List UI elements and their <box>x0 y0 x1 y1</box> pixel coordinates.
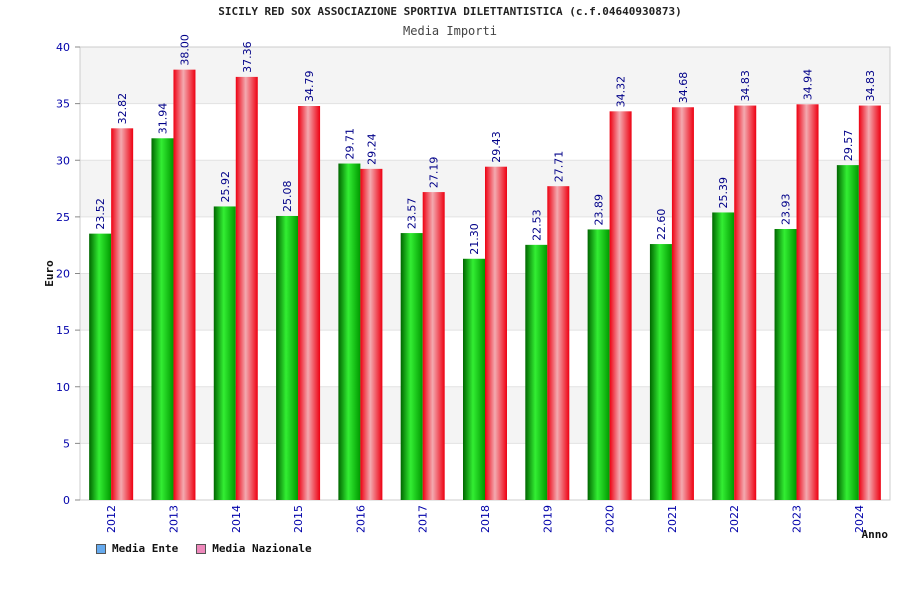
data-label-media-ente-2015: 25.08 <box>281 180 294 212</box>
x-tick-label-2012: 2012 <box>105 505 118 533</box>
data-label-media-ente-2014: 25.92 <box>219 171 232 203</box>
bar-media-ente-2016 <box>338 163 361 501</box>
data-label-media-nazionale-2019: 27.71 <box>552 151 565 183</box>
bar-media-nazionale-2017 <box>422 192 445 501</box>
x-tick-label-2017: 2017 <box>417 505 430 533</box>
bar-media-ente-2014 <box>213 206 236 500</box>
y-tick-label: 10 <box>56 381 70 394</box>
bar-media-nazionale-2022 <box>734 105 757 501</box>
y-tick-label: 5 <box>63 437 70 450</box>
grid-band <box>80 47 890 104</box>
x-tick-label-2022: 2022 <box>728 505 741 533</box>
data-label-media-nazionale-2012: 32.82 <box>116 93 129 124</box>
x-tick-label-2015: 2015 <box>292 505 305 533</box>
x-tick-label-2014: 2014 <box>230 505 243 533</box>
plot-area: 0 5 10 15 20 25 30 35 40 Euro Anno 23.52 32.82 2012 31… <box>43 34 891 541</box>
x-axis-title: Anno <box>862 528 889 541</box>
legend-label-media-ente: Media Ente <box>112 542 179 555</box>
bar-media-ente-2022 <box>712 212 735 500</box>
legend: Media Ente Media Nazionale <box>96 542 312 555</box>
bar-media-nazionale-2023 <box>796 104 819 500</box>
y-tick-label: 30 <box>56 154 70 167</box>
data-label-media-nazionale-2021: 34.68 <box>677 72 690 104</box>
x-tick-label-2021: 2021 <box>666 505 679 533</box>
y-tick-label: 0 <box>63 494 70 507</box>
x-tick-label-2018: 2018 <box>479 505 492 533</box>
bar-media-ente-2017 <box>400 233 423 500</box>
y-tick-label: 15 <box>56 324 70 337</box>
x-tick-label-2020: 2020 <box>604 505 617 533</box>
data-label-media-nazionale-2015: 34.79 <box>303 71 316 103</box>
chart-title: SICILY RED SOX ASSOCIAZIONE SPORTIVA DIL… <box>218 5 682 18</box>
data-label-media-ente-2021: 22.60 <box>655 209 668 241</box>
y-axis-title: Euro <box>43 260 56 287</box>
chart-subtitle: Media Importi <box>403 24 497 38</box>
data-label-media-ente-2020: 23.89 <box>593 194 606 226</box>
data-label-media-nazionale-2020: 34.32 <box>615 76 628 108</box>
data-label-media-nazionale-2016: 29.24 <box>365 133 378 165</box>
bar-media-nazionale-2018 <box>485 166 507 500</box>
data-label-media-nazionale-2013: 38.00 <box>178 34 191 66</box>
x-tick-label-2016: 2016 <box>354 505 367 533</box>
data-label-media-ente-2019: 22.53 <box>530 209 543 241</box>
bar-media-ente-2015 <box>276 215 299 500</box>
data-label-media-nazionale-2014: 37.36 <box>241 41 254 73</box>
y-tick-label: 25 <box>56 211 70 224</box>
y-tick-label: 35 <box>56 98 70 111</box>
bar-media-ente-2024 <box>836 165 859 500</box>
bar-media-ente-2023 <box>774 228 797 501</box>
bar-media-nazionale-2013 <box>173 69 196 501</box>
bar-media-nazionale-2015 <box>298 106 321 501</box>
legend-item-media-nazionale: Media Nazionale <box>196 542 312 555</box>
bar-media-ente-2020 <box>587 229 610 501</box>
data-label-media-ente-2022: 25.39 <box>717 177 730 209</box>
data-label-media-ente-2023: 23.93 <box>780 193 793 225</box>
data-label-media-ente-2012: 23.52 <box>94 198 107 229</box>
bar-media-ente-2018 <box>463 258 485 500</box>
legend-label-media-nazionale: Media Nazionale <box>212 542 312 555</box>
bar-media-nazionale-2012 <box>111 128 134 500</box>
x-tick-label-2019: 2019 <box>541 505 554 533</box>
data-label-media-ente-2013: 31.94 <box>156 103 169 135</box>
bar-media-ente-2012 <box>89 233 112 501</box>
grid-band <box>80 103 890 161</box>
bar-media-nazionale-2019 <box>547 186 570 500</box>
y-tick-label: 20 <box>56 268 70 281</box>
bar-media-nazionale-2021 <box>671 107 694 501</box>
legend-swatch-media-ente <box>96 543 106 554</box>
bar-media-nazionale-2016 <box>360 168 383 500</box>
legend-swatch-media-nazionale <box>196 543 207 554</box>
bar-media-nazionale-2024 <box>858 105 881 501</box>
x-tick-label-2023: 2023 <box>791 505 804 533</box>
data-label-media-nazionale-2022: 34.83 <box>739 70 752 102</box>
data-label-media-nazionale-2024: 34.83 <box>864 70 877 102</box>
bar-media-ente-2019 <box>525 244 548 500</box>
data-label-media-ente-2018: 21.30 <box>468 223 481 255</box>
data-label-media-ente-2024: 29.57 <box>842 130 855 162</box>
x-tick-label-2024: 2024 <box>853 505 866 533</box>
data-label-media-nazionale-2017: 27.19 <box>428 157 441 189</box>
bar-media-nazionale-2020 <box>609 111 632 501</box>
bar-media-ente-2021 <box>649 244 672 500</box>
x-tick-label-2013: 2013 <box>167 505 180 533</box>
data-label-media-ente-2016: 29.71 <box>343 128 356 160</box>
y-tick-label: 40 <box>56 41 70 54</box>
data-label-media-nazionale-2018: 29.43 <box>490 131 503 163</box>
data-label-media-ente-2017: 23.57 <box>406 198 419 230</box>
legend-item-media-ente: Media Ente <box>96 542 178 555</box>
data-label-media-nazionale-2023: 34.94 <box>802 69 815 101</box>
bar-media-nazionale-2014 <box>235 76 258 500</box>
bar-media-ente-2013 <box>151 138 174 501</box>
